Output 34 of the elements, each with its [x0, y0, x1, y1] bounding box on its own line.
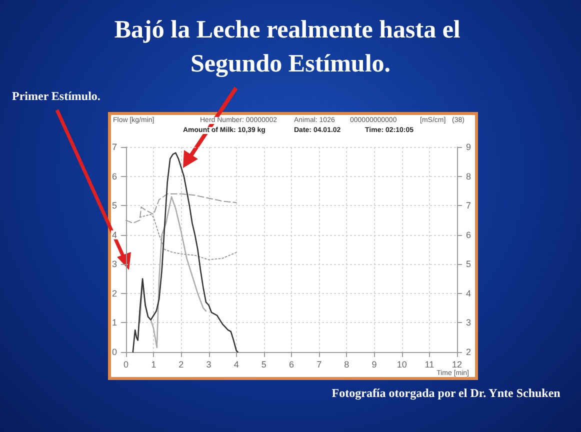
y2-tick-label: 6 [466, 230, 472, 240]
y-tick-label: 1 [112, 318, 117, 328]
x-tick-label: 11 [424, 360, 434, 370]
x-tick-label: 5 [261, 360, 266, 370]
x-tick-label: 12 [452, 360, 462, 370]
text: Primer Estímulo. [12, 89, 100, 103]
y-tick-label: 2 [112, 288, 117, 298]
y2-tick-label: 8 [466, 171, 472, 182]
line-series [132, 152, 238, 353]
y2-tick-label: 9 [466, 142, 472, 152]
y-tick-label: 3 [112, 259, 117, 270]
y-tick-label: 4 [112, 230, 117, 240]
x-tick-label: 6 [288, 360, 294, 370]
x-tick-label: 10 [396, 360, 407, 370]
y-tick-label: 7 [112, 142, 117, 152]
y2-tick-label: 7 [466, 200, 472, 211]
x-tick-label: 2 [178, 360, 184, 370]
x-tick-label: 3 [206, 360, 212, 370]
x-tick-label: 7 [316, 360, 322, 370]
x-tick-label: 9 [372, 360, 377, 370]
y2-tick-label: 5 [466, 259, 472, 270]
y2-tick-label: 3 [466, 318, 472, 328]
x-tick-label: 0 [123, 360, 129, 370]
y-tick-label: 0 [112, 347, 117, 357]
x-tick-label: 1 [151, 360, 156, 370]
chart-title: Bajó la Leche realmente hasta el Segundo Estímulo. [114, 16, 467, 78]
text: Fotografía otorgada por el Dr. Ynte Schuken [332, 386, 561, 400]
x-tick-label: 8 [344, 360, 350, 370]
x-tick-label: 4 [234, 360, 239, 370]
y2-tick-label: 2 [466, 347, 472, 357]
y-tick-label: 5 [112, 200, 117, 211]
y-tick-label: 6 [112, 171, 117, 182]
y2-tick-label: 4 [466, 288, 472, 298]
line-series [139, 196, 207, 348]
